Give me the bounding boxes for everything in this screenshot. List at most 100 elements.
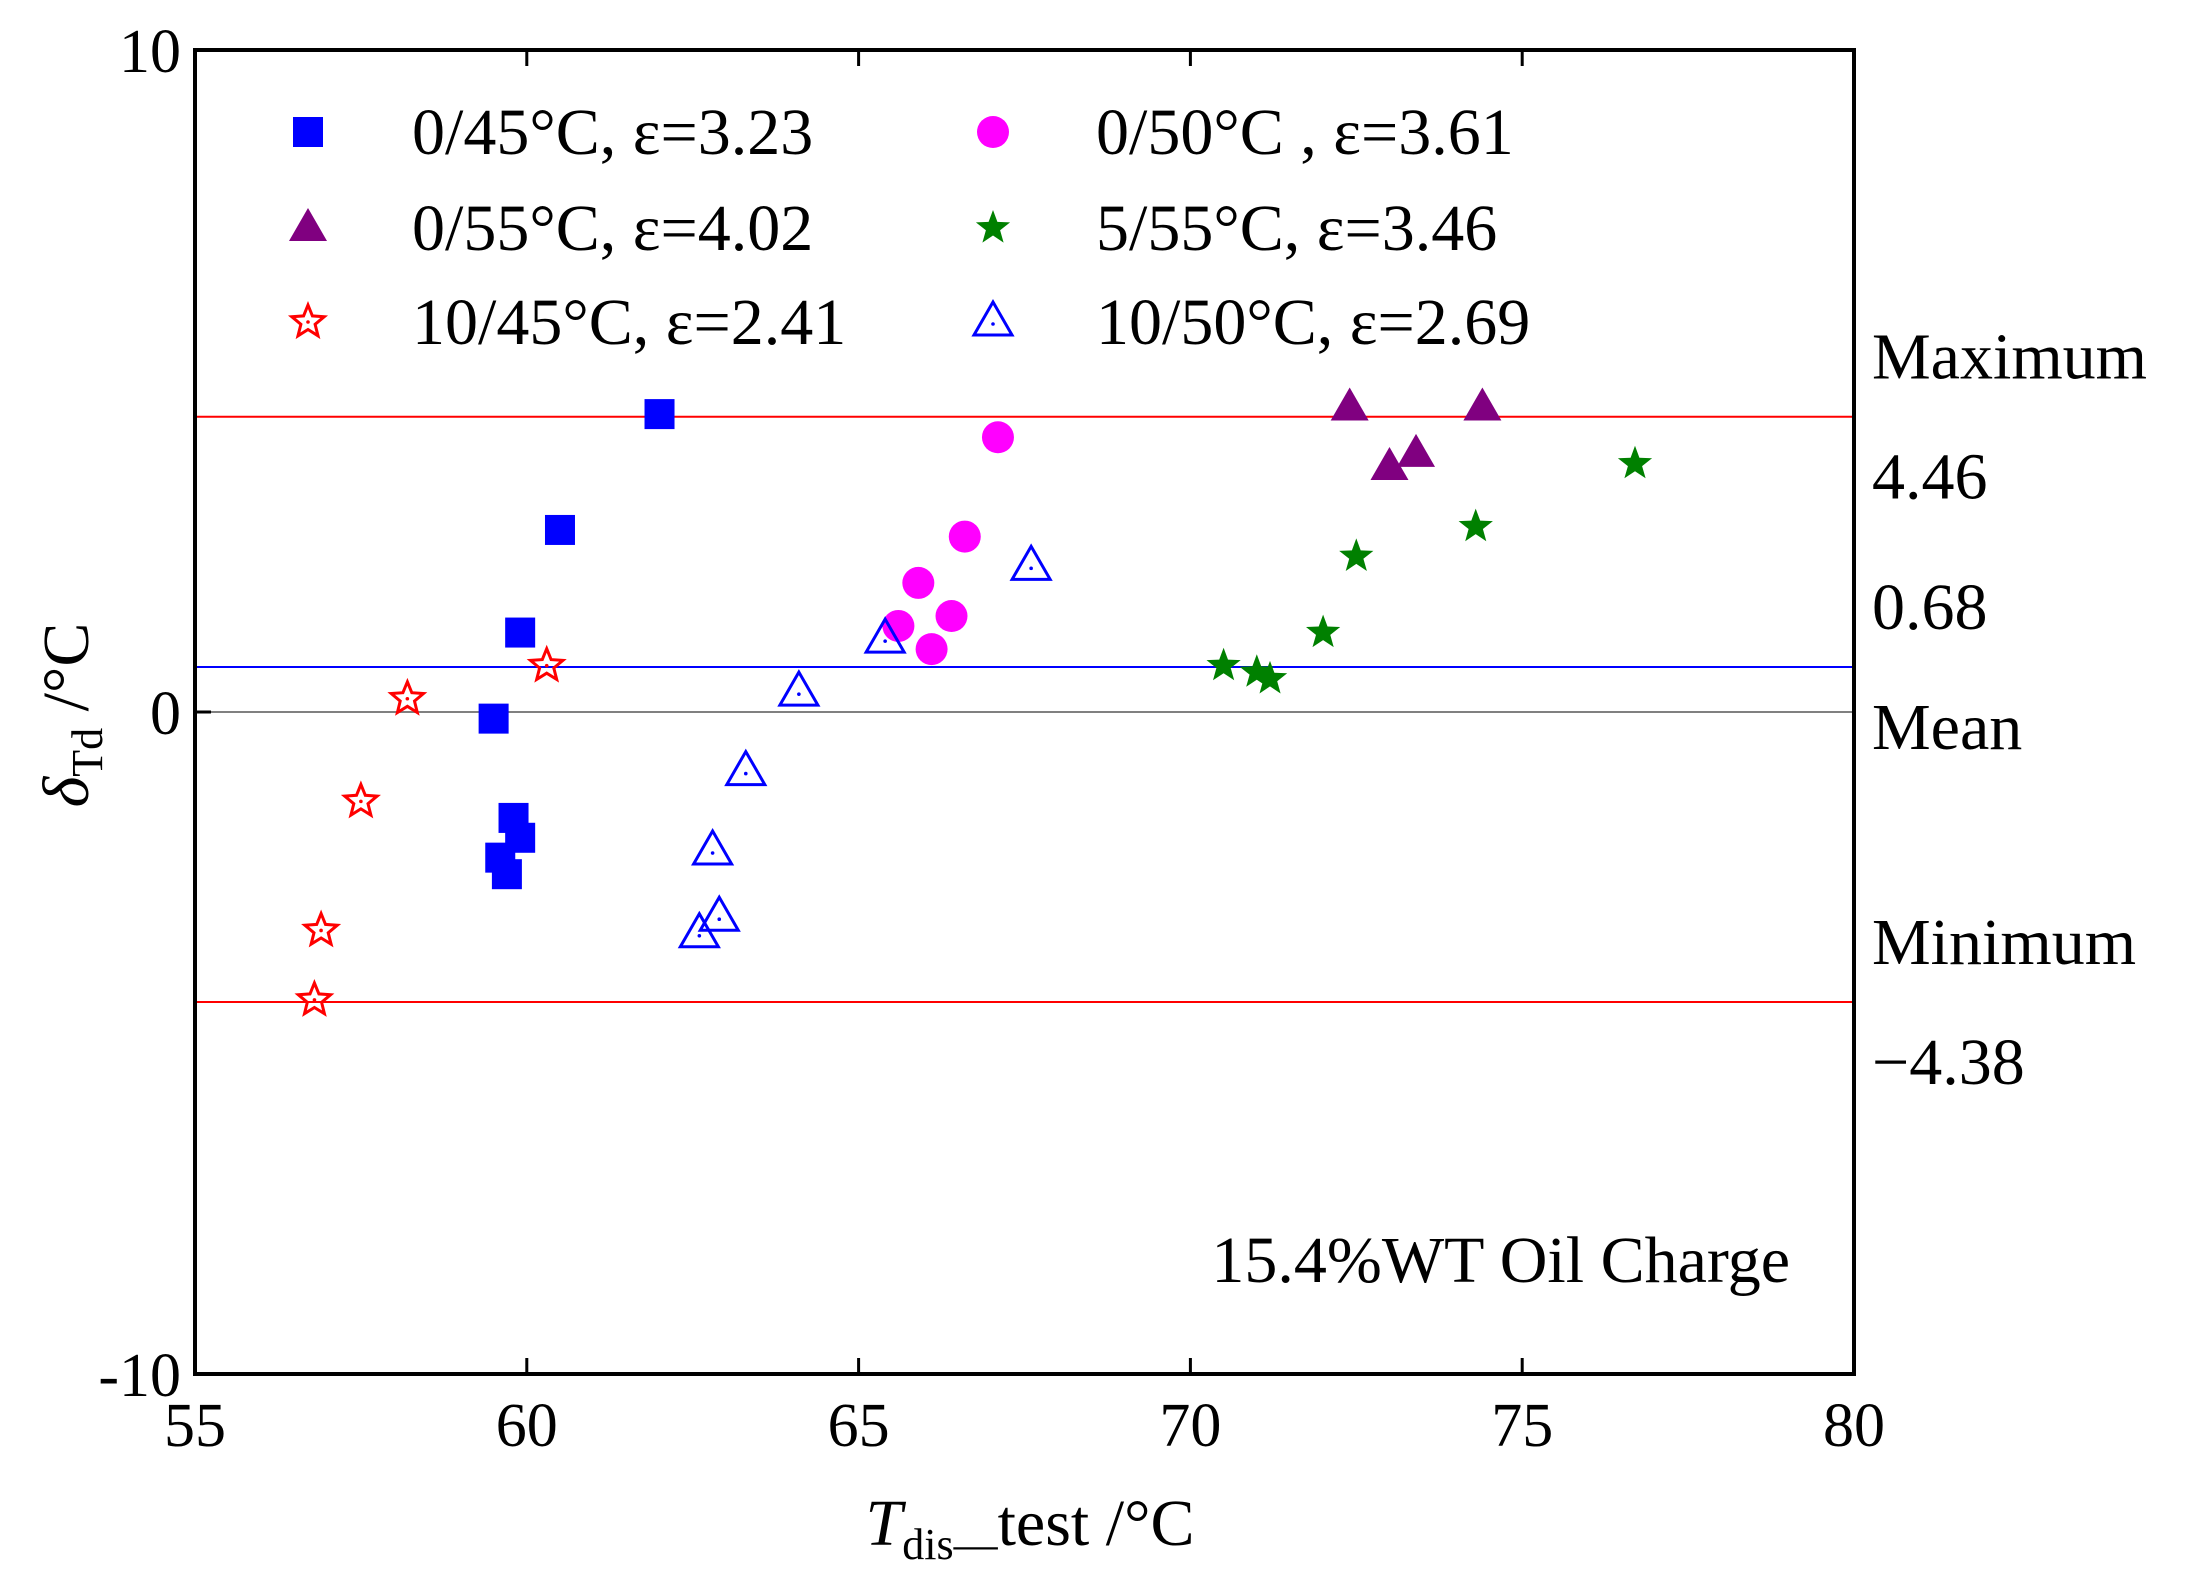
y-tick-label: -10 xyxy=(98,1342,181,1410)
data-point xyxy=(697,894,741,932)
data-point xyxy=(724,748,768,787)
data-point-center-dot xyxy=(697,933,702,938)
x-tick-label: 70 xyxy=(1159,1392,1221,1460)
data-point-center-dot xyxy=(544,663,549,668)
legend-label: 0/50°C , ε=3.61 xyxy=(1096,96,1514,169)
data-point-center-dot xyxy=(717,917,722,922)
data-point xyxy=(863,616,907,654)
legend-marker-center-dot xyxy=(306,320,310,324)
data-point-outline xyxy=(526,644,567,683)
y-axis-title: δTd /°C xyxy=(30,623,112,808)
data-point-outline xyxy=(724,748,768,787)
data-point-outline xyxy=(301,909,342,948)
series-3 xyxy=(1206,445,1653,694)
legend-item: 0/50°C , ε=3.61 xyxy=(977,96,1514,169)
data-point xyxy=(777,669,821,707)
data-point xyxy=(1339,538,1374,571)
legend-item: 0/45°C, ε=3.23 xyxy=(293,96,813,169)
mean-line-label-bottom: Mean xyxy=(1872,691,2022,764)
data-point xyxy=(526,644,567,683)
x-tick-label: 65 xyxy=(828,1392,890,1460)
data-point xyxy=(340,780,381,819)
data-point xyxy=(387,677,428,716)
data-point xyxy=(301,909,342,948)
data-point xyxy=(1397,433,1436,467)
x-tick-label: 75 xyxy=(1491,1392,1553,1460)
x-tick-label: 60 xyxy=(496,1392,558,1460)
data-point xyxy=(505,617,536,648)
y-tick-label: 10 xyxy=(119,18,181,86)
min-line-label-bottom: −4.38 xyxy=(1872,1026,2025,1099)
data-point-center-dot xyxy=(743,771,748,776)
data-point xyxy=(544,514,575,545)
y-tick-label: 0 xyxy=(150,680,181,748)
data-point-outline xyxy=(387,677,428,716)
data-points xyxy=(294,387,1653,1017)
legend-marker xyxy=(289,208,327,241)
legend-item: 5/55°C, ε=3.46 xyxy=(975,192,1497,265)
legend-marker-center-dot xyxy=(991,322,995,326)
max-line-label-bottom: 4.46 xyxy=(1872,441,1988,514)
legend-marker-outline xyxy=(287,300,329,340)
legend-label: 0/45°C, ε=3.23 xyxy=(412,96,813,169)
data-point-center-dot xyxy=(359,799,363,804)
data-point xyxy=(1458,508,1493,542)
data-point-center-dot xyxy=(797,692,801,696)
data-point-center-dot xyxy=(312,998,317,1002)
data-point xyxy=(478,703,509,734)
legend-item: 10/45°C, ε=2.41 xyxy=(287,286,846,359)
legend-label: 0/55°C, ε=4.02 xyxy=(412,192,813,265)
data-point xyxy=(1617,445,1653,479)
data-point xyxy=(691,828,735,866)
data-point-outline xyxy=(691,828,735,866)
data-point-center-dot xyxy=(883,639,887,643)
data-point xyxy=(491,859,522,890)
data-point xyxy=(644,399,675,430)
x-axis-title: Tdis—test /°C xyxy=(866,1487,1195,1569)
data-point-outline xyxy=(863,616,907,654)
data-point-center-dot xyxy=(319,928,323,933)
legend-item: 0/55°C, ε=4.02 xyxy=(289,192,813,265)
data-point-outline xyxy=(677,910,721,949)
data-point xyxy=(1463,387,1502,421)
legend-marker-outline xyxy=(971,298,1015,337)
data-point-outline xyxy=(340,780,381,819)
data-point xyxy=(915,633,948,666)
reference-lines: Maximum 4.46 0.68 Mean Minimum −4.38 xyxy=(195,321,2147,1099)
data-point xyxy=(902,566,935,599)
data-point xyxy=(1252,660,1288,694)
series-0 xyxy=(478,399,675,890)
data-point-outline xyxy=(697,894,741,932)
data-point-center-dot xyxy=(710,851,715,855)
max-line-label-top: Maximum xyxy=(1872,321,2147,394)
data-point xyxy=(1330,387,1369,421)
data-point xyxy=(882,609,915,642)
data-point-center-dot xyxy=(405,696,410,701)
data-point xyxy=(981,421,1014,454)
series-5 xyxy=(677,543,1053,949)
data-point xyxy=(1370,447,1409,481)
data-point xyxy=(677,910,721,949)
data-point-outline xyxy=(777,669,821,707)
legend-label: 10/45°C, ε=2.41 xyxy=(412,286,846,359)
data-point xyxy=(294,979,335,1017)
min-line-label-top: Minimum xyxy=(1872,906,2136,979)
legend-marker xyxy=(977,116,1009,148)
data-point xyxy=(1009,543,1053,581)
legend-label: 5/55°C, ε=3.46 xyxy=(1096,192,1497,265)
legend: 0/45°C, ε=3.23 0/50°C , ε=3.61 0/55°C, ε=4… xyxy=(287,96,1530,359)
axis-ticks: 55 60 65 70 75 80 10 0 -10 xyxy=(98,18,1885,1460)
legend-marker xyxy=(293,117,323,147)
legend-marker xyxy=(975,210,1011,243)
legend-item: 10/50°C, ε=2.69 xyxy=(971,286,1530,359)
legend-marker xyxy=(287,300,329,340)
legend-marker xyxy=(971,298,1015,337)
data-point xyxy=(948,520,981,553)
data-point xyxy=(935,600,968,633)
series-2 xyxy=(1330,387,1502,481)
x-tick-label: 80 xyxy=(1823,1392,1885,1460)
data-point-outline xyxy=(1009,543,1053,581)
data-point xyxy=(1239,654,1274,687)
data-point-outline xyxy=(294,979,335,1017)
